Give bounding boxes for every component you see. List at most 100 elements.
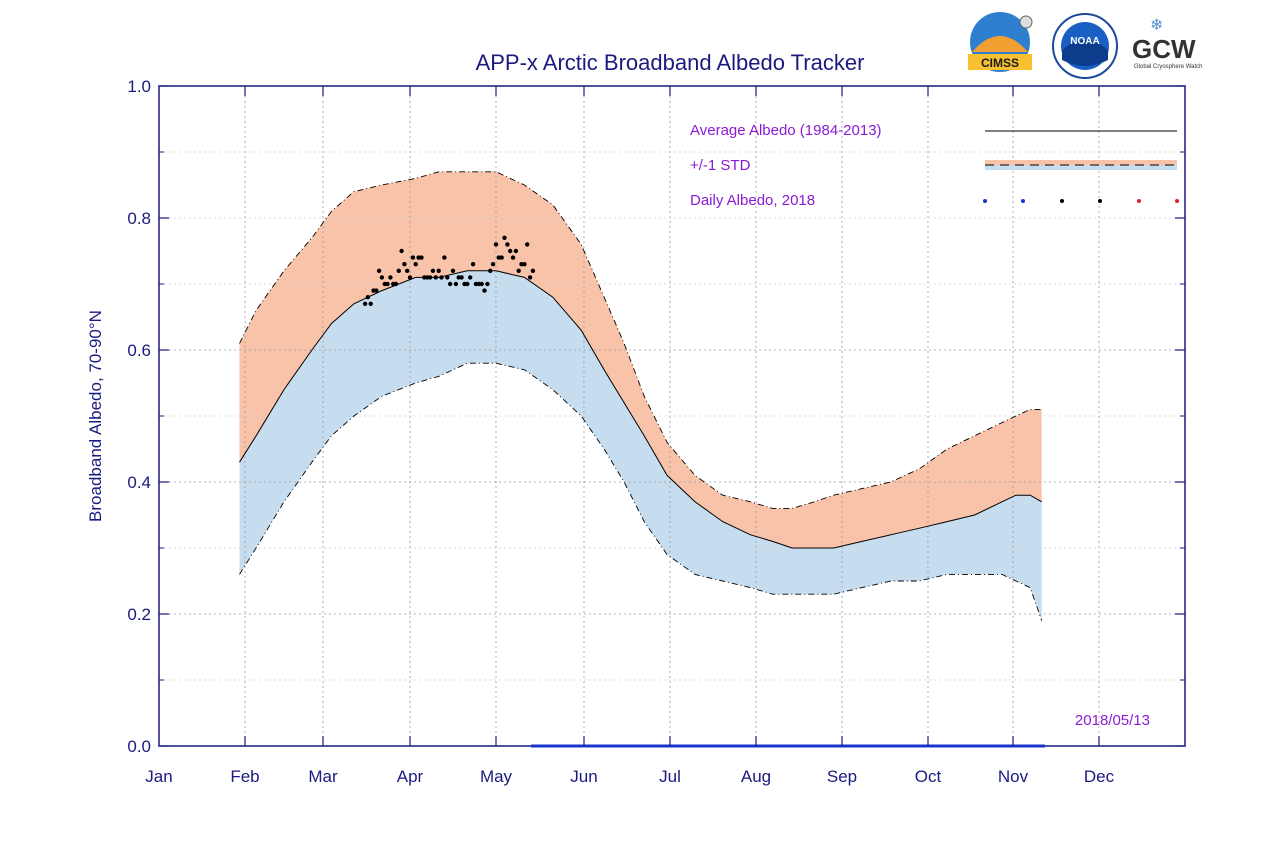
daily-albedo-point [470,262,476,267]
daily-points [362,235,536,306]
daily-albedo-point [527,275,533,280]
daily-albedo-point [442,255,447,260]
std-band-upper [239,171,1042,549]
daily-albedo-point [393,281,399,287]
x-tick-label: May [480,767,513,786]
legend-swatch-std-lower [985,165,1177,170]
plot-area: 0.0 0.2 0.4 0.6 0.8 1.0 Jan Feb Mar Apr May Jun Jul… [127,77,1186,786]
x-axis: Jan Feb Mar Apr May Jun Jul Aug Sep Oct Nov Dec [145,86,1115,786]
daily-albedo-point [508,248,513,254]
y-tick-label: 1.0 [127,77,151,96]
daily-albedo-point [490,262,496,267]
daily-albedo-point [505,242,510,247]
legend-swatch-std-upper [985,160,1177,165]
legend-swatch-daily [983,199,1179,203]
daily-albedo-point [410,255,416,260]
legend-label-daily: Daily Albedo, 2018 [690,192,815,209]
daily-albedo-point [479,281,484,287]
daily-albedo-point [365,295,371,300]
y-tick-label: 0.6 [127,341,151,360]
daily-albedo-point [405,268,410,273]
daily-albedo-point [513,248,519,254]
x-tick-label: Nov [998,767,1029,786]
daily-albedo-point [465,281,470,287]
date-stamp: 2018/05/13 [1075,712,1150,729]
gcw-logo-text: GCW [1132,34,1196,64]
daily-albedo-point [376,268,382,273]
chart-title: APP-x Arctic Broadband Albedo Tracker [476,50,865,75]
daily-albedo-point [468,275,473,280]
daily-albedo-point [453,281,459,287]
y-tick-label: 0.2 [127,605,151,624]
y-tick-label: 0.0 [127,737,151,756]
legend-label-std: +/-1 STD [690,157,751,174]
daily-albedo-point [488,268,493,273]
daily-albedo-point [374,288,379,293]
grid-lines [159,85,1185,746]
legend-daily-dot [1098,199,1102,203]
noaa-logo-text: NOAA [1070,36,1099,47]
x-tick-label: Oct [915,767,942,786]
daily-albedo-point [522,262,527,267]
y-tick-label: 0.8 [127,209,151,228]
daily-albedo-point [482,288,487,293]
y-axis-label: Broadband Albedo, 70-90°N [86,310,105,522]
x-tick-label: Mar [308,767,338,786]
daily-albedo-point [510,255,516,260]
legend-daily-dot [1060,199,1064,203]
daily-albedo-point [362,301,368,306]
daily-albedo-point [368,301,373,306]
legend-daily-dot [1021,199,1025,203]
daily-albedo-point [525,242,530,247]
x-tick-label: Apr [397,767,424,786]
legend-daily-dot [983,199,987,203]
daily-albedo-point [499,255,504,260]
legend-label-average: Average Albedo (1984-2013) [690,122,882,139]
snowflake-icon: ❄ [1150,17,1163,34]
x-tick-label: Jun [570,767,597,786]
daily-albedo-point [407,275,413,280]
daily-albedo-point [399,248,404,254]
cimss-logo-text: CIMSS [981,56,1019,70]
daily-albedo-point [419,255,424,260]
y-axis: 0.0 0.2 0.4 0.6 0.8 1.0 [127,77,1185,756]
daily-albedo-point [388,275,393,280]
daily-albedo-point [530,268,536,273]
gcw-logo-subtitle: Global Cryosphere Watch [1134,64,1202,70]
daily-albedo-point [433,275,438,280]
legend-daily-dot [1175,199,1179,203]
noaa-logo: NOAA [1052,13,1118,79]
legend-daily-dot [1137,199,1141,203]
daily-albedo-point [413,262,418,267]
daily-albedo-point [445,275,450,280]
daily-albedo-point [396,268,401,273]
daily-albedo-point [450,268,456,273]
daily-albedo-point [485,281,490,287]
daily-albedo-point [459,275,464,280]
y-tick-label: 0.4 [127,473,151,492]
x-tick-label: Aug [741,767,771,786]
daily-albedo-point [379,275,385,280]
daily-albedo-point [385,281,390,287]
std-lower-line [239,362,1043,621]
cimss-logo: CIMSS [968,12,1033,72]
std-upper-line [239,171,1042,509]
x-tick-label: Feb [230,767,259,786]
daily-albedo-point [402,262,407,267]
legend: Average Albedo (1984-2013) +/-1 STD Dail… [690,122,1179,209]
daily-albedo-point [447,281,453,287]
x-tick-label: Dec [1084,767,1115,786]
daily-albedo-point [502,235,507,240]
std-band-lower [239,270,1042,621]
daily-albedo-point [430,268,436,273]
daily-albedo-point [427,275,433,280]
daily-albedo-point [436,268,441,273]
gcw-logo: GCW Global Cryosphere Watch ❄ [1132,17,1202,70]
daily-albedo-point [516,268,521,273]
x-tick-label: Jan [145,767,172,786]
std-bands [239,171,1042,621]
daily-albedo-point [493,242,499,247]
x-tick-label: Jul [659,767,681,786]
x-tick-label: Sep [827,767,857,786]
